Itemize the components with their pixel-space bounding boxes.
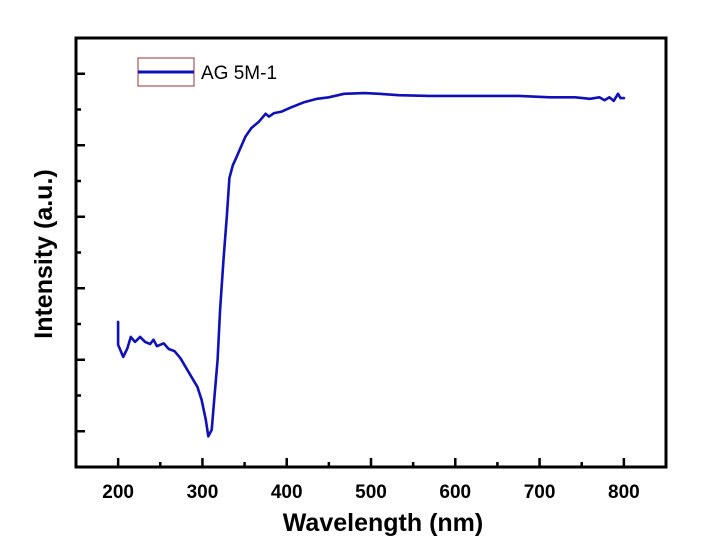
series-line-ag-5m-1 <box>116 91 626 438</box>
x-tick-label: 300 <box>187 482 219 503</box>
x-tick-label: 200 <box>102 482 134 503</box>
y-axis-title: Intensity (a.u.) <box>30 169 58 338</box>
plot-frame <box>74 36 668 469</box>
x-axis-title: Wavelength (nm) <box>283 509 483 537</box>
legend: AG 5M-1 <box>137 57 277 87</box>
x-tick-label: 600 <box>439 482 471 503</box>
x-tick-label: 500 <box>355 482 387 503</box>
x-tick-label: 400 <box>271 482 303 503</box>
legend-label: AG 5M-1 <box>201 63 277 84</box>
x-tick-label: 700 <box>524 482 556 503</box>
x-tick-label: 800 <box>608 482 640 503</box>
